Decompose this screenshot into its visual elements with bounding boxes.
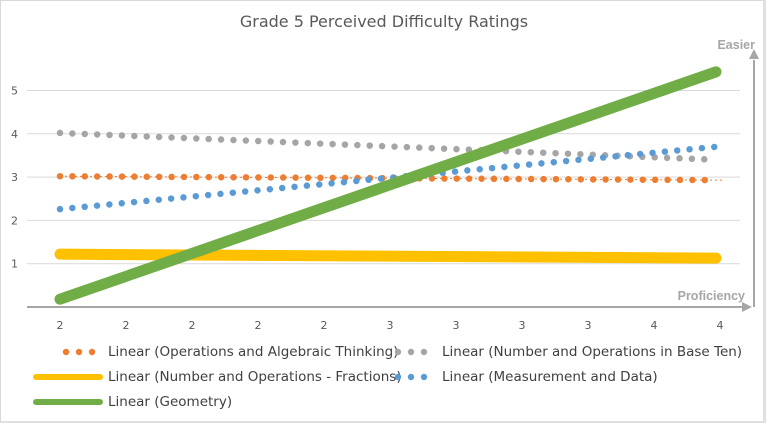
x-tick-label: 2 (321, 319, 328, 332)
x-axis-arrow-icon (742, 302, 752, 312)
x-axis-title: Proficiency (678, 289, 745, 303)
legend-key-orange-dots (32, 346, 104, 358)
series-group (54, 66, 723, 305)
legend-item-operations-algebraic[interactable]: Linear (Operations and Algebraic Thinkin… (32, 344, 399, 360)
legend-label: Linear (Geometry) (108, 394, 233, 410)
axes: Proficiency Easier (27, 38, 759, 312)
x-tick-label: 2 (123, 319, 130, 332)
x-tick-label: 3 (453, 319, 460, 332)
x-tick-label: 2 (255, 319, 262, 332)
legend-key-blue-dots (366, 371, 438, 383)
legend-label: Linear (Number and Operations in Base Te… (442, 344, 743, 360)
legend-item-base-ten[interactable]: Linear (Number and Operations in Base Te… (366, 344, 742, 360)
chart-title: Grade 5 Perceived Difficulty Ratings (239, 12, 529, 31)
legend-label: Linear (Operations and Algebraic Thinkin… (108, 344, 399, 360)
legend-key-green-line (32, 396, 104, 408)
y-tick-label: 1 (11, 258, 18, 271)
y-tick-label: 3 (11, 171, 18, 184)
y-tick-labels: 1 2 3 4 5 (11, 85, 18, 271)
x-tick-label: 2 (189, 319, 196, 332)
trendline-linear-measurement-and-data (56, 143, 720, 213)
legend-label: Linear (Number and Operations - Fraction… (108, 369, 402, 385)
legend-item-geometry[interactable]: Linear (Geometry) (32, 394, 232, 410)
y-tick-label: 2 (11, 214, 18, 227)
trendline-linear-number-and-operations-fractions (54, 248, 722, 264)
x-tick-label: 4 (651, 319, 658, 332)
x-tick-label: 3 (585, 319, 592, 332)
x-tick-label: 4 (717, 319, 724, 332)
x-tick-label: 3 (519, 319, 526, 332)
legend-key-gray-dots (366, 346, 438, 358)
x-tick-labels: 2 2 2 2 2 3 3 3 3 4 4 (57, 319, 724, 332)
x-tick-label: 2 (57, 319, 64, 332)
legend-item-measurement[interactable]: Linear (Measurement and Data) (366, 369, 658, 385)
y-axis-title: Easier (717, 38, 755, 52)
legend-key-yellow-line (32, 371, 104, 383)
legend-label: Linear (Measurement and Data) (442, 369, 658, 385)
trendline-linear-geometry (54, 66, 722, 305)
trendline-linear-operations-and-algebraic-thinking (56, 172, 720, 184)
y-axis-arrow-icon (749, 49, 759, 59)
trendline-linear-number-and-operations-in-base-ten (56, 129, 720, 164)
y-tick-label: 5 (11, 85, 18, 98)
legend-item-fractions[interactable]: Linear (Number and Operations - Fraction… (32, 369, 402, 385)
x-tick-label: 3 (387, 319, 394, 332)
y-tick-label: 4 (11, 128, 18, 141)
